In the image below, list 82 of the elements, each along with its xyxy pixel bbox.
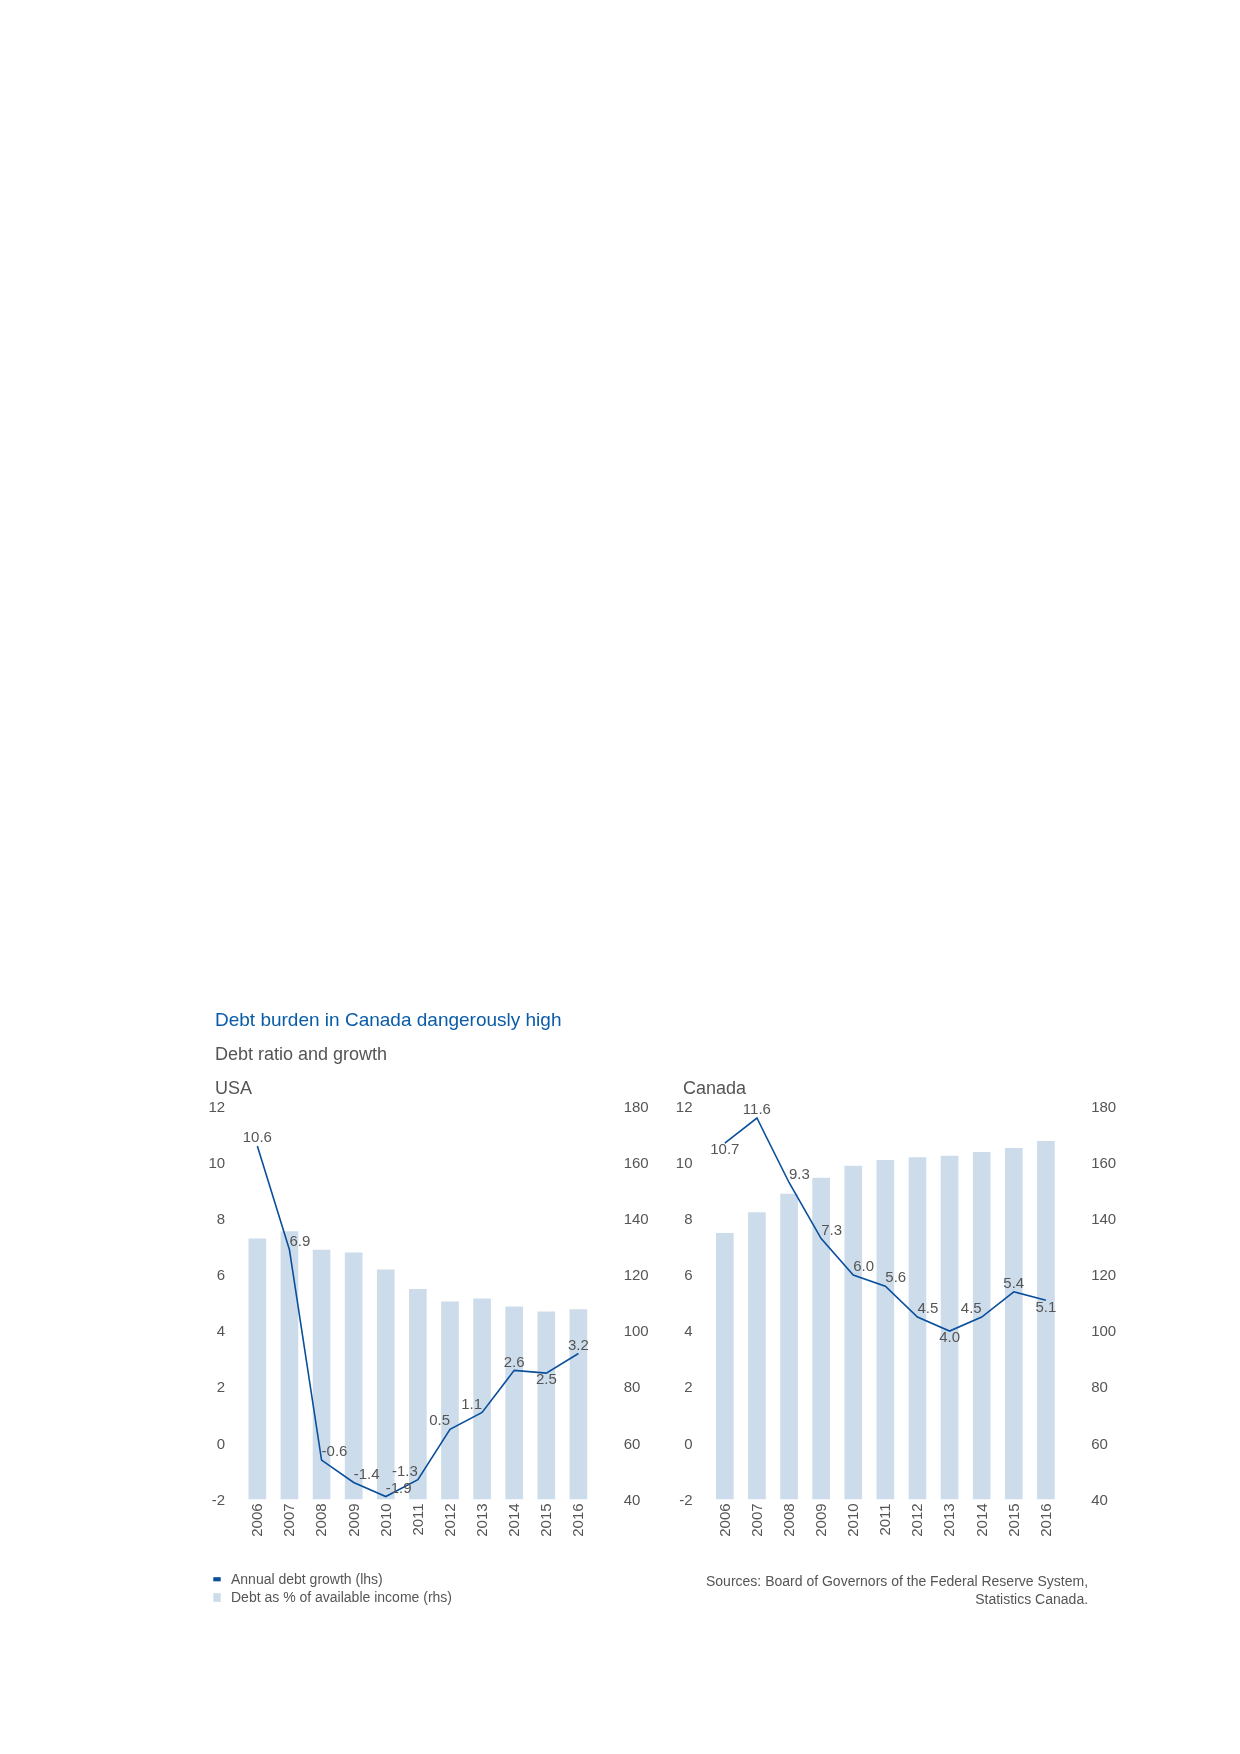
x-tick-label: 2016 — [569, 1503, 587, 1537]
y-tick-label: 12 — [208, 1098, 226, 1116]
y-tick-label: 12 — [675, 1098, 693, 1116]
data-label: 5.1 — [1035, 1297, 1057, 1315]
y2-tick-label: 40 — [1091, 1490, 1108, 1508]
data-label: 7.3 — [821, 1220, 843, 1238]
y2-tick-label: 100 — [1091, 1322, 1117, 1340]
y-tick-label: 4 — [684, 1322, 693, 1340]
y2-tick-label: 140 — [623, 1210, 649, 1228]
y-tick-label: 10 — [675, 1154, 693, 1172]
y2-tick-label: 120 — [1091, 1266, 1117, 1284]
chart-subtitle: Debt ratio and growth — [215, 1044, 388, 1064]
x-tick-label: 2011 — [408, 1503, 426, 1536]
x-tick-label: 2015 — [537, 1503, 555, 1537]
data-label: 10.7 — [710, 1140, 740, 1158]
y-tick-label: 8 — [684, 1210, 693, 1228]
x-tick-label: 2008 — [312, 1503, 330, 1537]
data-label: 11.6 — [742, 1100, 771, 1118]
text: USA — [215, 1078, 253, 1098]
x-tick-label: 2016 — [1036, 1503, 1054, 1537]
x-tick-label: 2011 — [876, 1503, 894, 1536]
y2-tick-label: 80 — [1091, 1378, 1108, 1396]
y-tick-label: 0 — [216, 1434, 226, 1452]
x-tick-label: 2007 — [280, 1503, 298, 1537]
x-tick-label: 2014 — [972, 1503, 990, 1537]
x-tick-label: 2009 — [812, 1503, 830, 1537]
data-label: -1.4 — [353, 1464, 380, 1482]
data-label: 2.6 — [503, 1352, 525, 1370]
x-tick-label: 2014 — [505, 1503, 523, 1537]
legend-label: Annual debt growth (lhs) — [231, 1571, 383, 1587]
x-tick-label: 2015 — [1004, 1503, 1022, 1537]
y2-tick-label: 160 — [623, 1154, 649, 1172]
x-tick-label: 2010 — [844, 1503, 862, 1537]
y-tick-label: 2 — [216, 1378, 226, 1396]
y-tick-label: 10 — [208, 1154, 226, 1172]
data-label: 5.6 — [885, 1268, 907, 1286]
y2-tick-label: 180 — [1091, 1098, 1117, 1116]
data-label: 6.9 — [289, 1232, 311, 1250]
y2-tick-label: 40 — [623, 1490, 641, 1508]
x-tick-label: 2006 — [715, 1503, 733, 1537]
x-tick-label: 2013 — [472, 1503, 490, 1537]
data-label: 4.0 — [939, 1328, 960, 1346]
y2-tick-label: 120 — [623, 1266, 649, 1284]
y-tick-label: -2 — [211, 1490, 226, 1508]
data-label: -0.6 — [321, 1442, 348, 1460]
chart-title: Debt burden in Canada dangerously high — [215, 1009, 562, 1030]
x-tick-label: 2009 — [344, 1503, 362, 1537]
y-tick-label: 0 — [684, 1434, 693, 1452]
data-label: 0.5 — [429, 1411, 450, 1429]
data-label: -1.3 — [392, 1461, 418, 1479]
y2-tick-label: 180 — [623, 1098, 649, 1116]
y-tick-label: -2 — [679, 1490, 693, 1508]
x-tick-label: 2010 — [376, 1503, 394, 1537]
data-label: 1.1 — [461, 1394, 483, 1412]
data-label: 5.4 — [1003, 1274, 1025, 1292]
data-label: 6.0 — [853, 1257, 875, 1275]
y2-tick-label: 60 — [1091, 1434, 1108, 1452]
y2-tick-label: 60 — [623, 1434, 641, 1452]
x-tick-label: 2007 — [747, 1503, 765, 1537]
data-label: 4.5 — [917, 1299, 939, 1317]
x-tick-label: 2008 — [779, 1503, 797, 1537]
data-label: 10.6 — [242, 1128, 272, 1146]
y-tick-label: 8 — [216, 1210, 226, 1228]
x-tick-label: 2013 — [940, 1503, 958, 1537]
legend-label: Debt as % of available income (rhs) — [231, 1589, 452, 1605]
y-tick-label: 6 — [216, 1266, 226, 1284]
y2-tick-label: 140 — [1091, 1210, 1117, 1228]
data-label: 2.5 — [535, 1370, 557, 1388]
data-label: 3.2 — [567, 1335, 589, 1353]
data-label: 4.5 — [960, 1299, 982, 1317]
source-note: Sources: Board of Governors of the Federal Reserve System, Statistics Canada. — [706, 1573, 1089, 1608]
data-label: 9.3 — [789, 1164, 810, 1182]
chart-title: Canada — [683, 1078, 748, 1098]
x-tick-label: 2012 — [440, 1503, 458, 1537]
y-tick-label: 6 — [684, 1266, 693, 1284]
y2-tick-label: 80 — [623, 1378, 641, 1396]
x-tick-label: 2012 — [908, 1503, 926, 1537]
y2-tick-label: 160 — [1091, 1154, 1117, 1172]
y-tick-label: 4 — [216, 1322, 226, 1340]
y-tick-label: 2 — [684, 1378, 693, 1396]
y2-tick-label: 100 — [623, 1322, 649, 1340]
x-tick-label: 2006 — [248, 1503, 266, 1537]
